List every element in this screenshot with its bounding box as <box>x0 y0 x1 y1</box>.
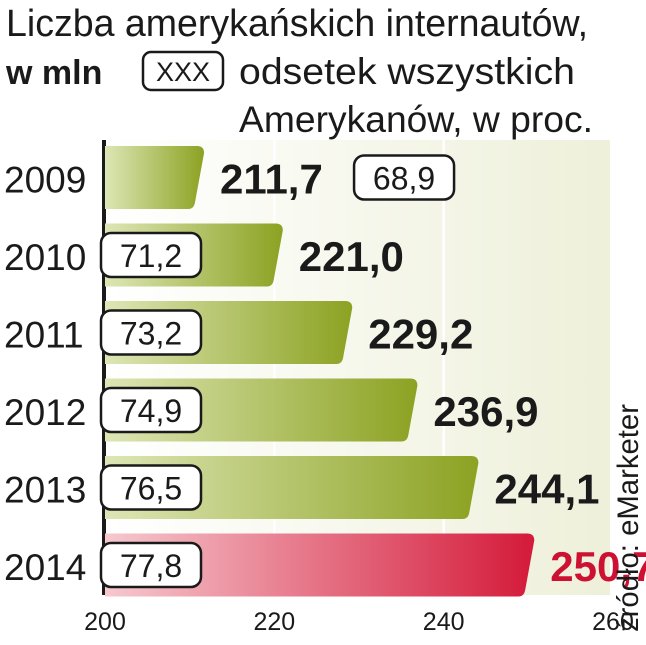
percent-box <box>99 309 203 356</box>
value-label: 244,1 <box>494 466 599 513</box>
percent-box <box>99 231 203 279</box>
bar-row-2009: 2009 211,7 68,9 <box>4 146 456 209</box>
bar-row-2011: 2011 229,2 73,2 <box>4 301 473 364</box>
category-label: 2012 <box>4 392 86 433</box>
source-note: źródło: eMarketer <box>612 404 645 632</box>
plot-background <box>105 140 610 595</box>
percent-label: 76,5 <box>120 471 182 507</box>
legend-percent-text-2: Amerykanów, w proc. <box>239 99 593 140</box>
category-label: 2009 <box>4 160 86 201</box>
category-label: 2013 <box>4 470 86 511</box>
unit-label: w mln <box>5 54 102 92</box>
bar <box>105 146 205 209</box>
percent-label: 77,8 <box>120 548 182 584</box>
percent-box <box>352 154 456 201</box>
value-label: 211,7 <box>220 156 323 203</box>
category-label: 2014 <box>4 547 86 588</box>
value-label: 221,0 <box>299 233 404 280</box>
bar <box>105 533 535 597</box>
percent-label: 73,2 <box>120 316 182 352</box>
bar-row-2013: 2013 244,1 76,5 <box>4 456 599 519</box>
value-label: 250,7 <box>550 543 646 590</box>
percent-label: 74,9 <box>120 393 182 429</box>
percent-box <box>99 464 203 511</box>
category-label: 2011 <box>4 315 84 356</box>
bar-row-2010: 2010 221,0 71,2 <box>4 223 404 287</box>
legend-percent-sample-text: XXX <box>156 57 210 87</box>
x-tick-label: 200 <box>84 608 126 636</box>
value-label: 236,9 <box>433 388 538 435</box>
bar-row-2014: 2014 250,7 77,8 <box>4 533 646 597</box>
percent-label: 68,9 <box>373 161 435 197</box>
bar-row-2012: 2012 236,9 74,9 <box>4 378 539 442</box>
legend-percent-text-1: odsetek wszystkich <box>239 51 575 92</box>
value-label: 229,2 <box>368 311 473 358</box>
percent-box <box>99 541 203 589</box>
x-tick-label: 240 <box>423 608 465 636</box>
chart-title: Liczba amerykańskich internautów, <box>6 3 588 45</box>
x-tick-label: 220 <box>253 608 295 636</box>
percent-label: 71,2 <box>120 238 182 274</box>
gridlines <box>273 140 445 595</box>
x-axis-ticks: 200 220 240 260 <box>84 608 634 636</box>
category-label: 2010 <box>4 237 86 278</box>
percent-box <box>99 386 203 434</box>
x-tick-label: 260 <box>592 608 634 636</box>
legend-percent-sample-box <box>141 50 225 92</box>
